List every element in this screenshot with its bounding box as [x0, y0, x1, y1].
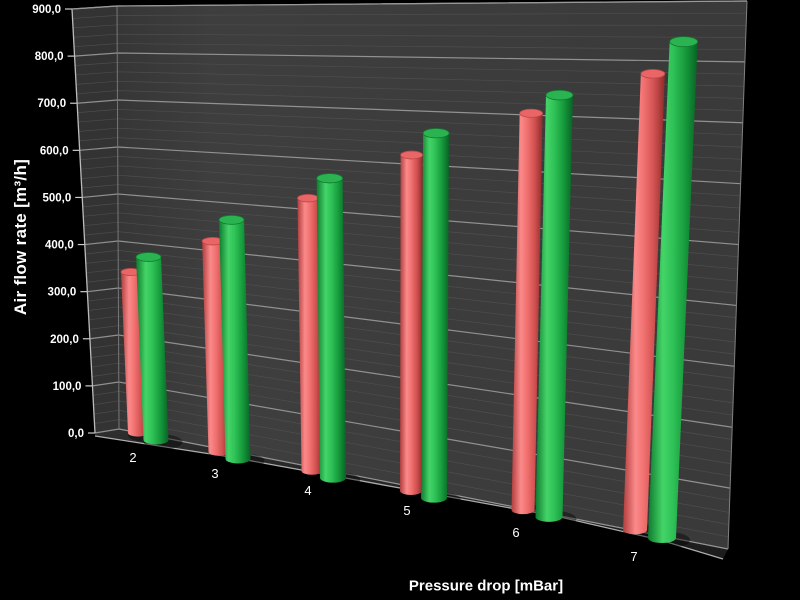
- bar-series-red-cat7: [623, 69, 665, 535]
- category-label-4: 4: [304, 483, 311, 498]
- y-tick-label: 800,0: [35, 51, 64, 63]
- bar-series-green-cat3: [219, 215, 251, 464]
- category-label-7: 7: [630, 549, 637, 564]
- bar-top-series-red-cat7: [640, 69, 666, 79]
- left-wall: [72, 6, 119, 433]
- bar-series-red-cat6: [511, 109, 543, 515]
- bar-series-green-cat4: [316, 173, 346, 483]
- y-tick-label: 100,0: [53, 381, 82, 393]
- category-label-3: 3: [211, 466, 218, 481]
- bar-top-series-green-cat4: [316, 173, 344, 184]
- y-axis-title: Air flow rate [m³/h]: [11, 158, 30, 316]
- bar-top-series-green-cat7: [669, 36, 699, 48]
- bar-top-series-red-cat4: [297, 193, 319, 203]
- y-tick-label: 700,0: [37, 98, 66, 110]
- bar-top-series-green-cat5: [422, 128, 450, 139]
- bar-series-red-cat5: [400, 151, 423, 495]
- bars: [120, 36, 699, 549]
- bar-series-red-cat4: [297, 194, 323, 475]
- bar-series-green-cat5: [421, 128, 450, 503]
- category-label-6: 6: [512, 525, 519, 540]
- category-label-2: 2: [129, 450, 136, 465]
- y-tick-label: 0,0: [68, 428, 84, 440]
- floor-front-edge: [94, 435, 724, 560]
- bar-series-green-cat2: [136, 252, 169, 445]
- y-tick-labels: 0,0 100,0 200,0 300,0 400,0 500,0 600,0 700,0 80…: [32, 4, 84, 440]
- bar-top-series-green-cat6: [545, 89, 574, 101]
- bar-top-series-green-cat2: [135, 252, 162, 262]
- y-tick-label: 600,0: [40, 145, 69, 157]
- bar-top-series-red-cat6: [519, 108, 544, 118]
- bar-top-series-red-cat5: [400, 150, 424, 160]
- wall-edges: [71, 0, 748, 550]
- y-tick-label: 500,0: [42, 192, 71, 204]
- y-tick-label: 400,0: [45, 240, 74, 252]
- y-tick-label: 300,0: [48, 287, 77, 299]
- category-label-5: 5: [403, 503, 410, 518]
- bar-series-green-cat7: [648, 36, 698, 544]
- y-tick-label: 200,0: [50, 334, 79, 346]
- y-tick-label: 900,0: [32, 4, 61, 16]
- bar-series-green-cat6: [535, 90, 573, 522]
- x-axis-title: Pressure drop [mBar]: [408, 577, 564, 595]
- category-labels: 2 3 4 5 6 7: [129, 450, 637, 564]
- bar-top-series-green-cat3: [218, 214, 245, 225]
